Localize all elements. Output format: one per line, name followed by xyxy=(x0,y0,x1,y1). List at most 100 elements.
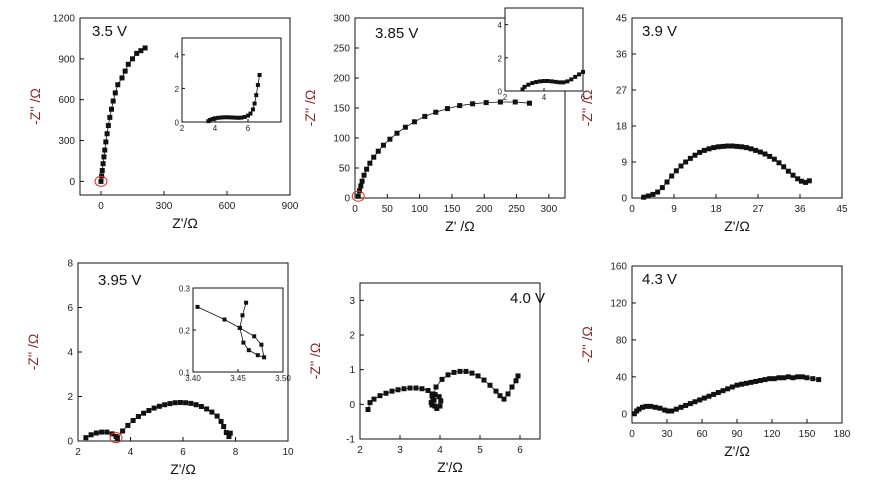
inset-data-point xyxy=(222,317,227,322)
x-tick-label: 8 xyxy=(233,447,239,458)
data-point xyxy=(790,172,796,178)
x-tick-label: 0 xyxy=(98,201,104,212)
data-point xyxy=(389,388,395,394)
data-point xyxy=(413,385,419,391)
data-point xyxy=(361,172,367,178)
data-point xyxy=(430,396,436,402)
data-point xyxy=(364,166,370,172)
data-point xyxy=(141,410,147,416)
inset-data-point xyxy=(195,304,200,309)
y-tick-label: 120 xyxy=(610,298,627,309)
inset-data-point xyxy=(252,334,257,339)
data-point xyxy=(375,148,381,154)
x-tick-label: 36 xyxy=(794,204,806,215)
data-point xyxy=(753,378,759,384)
data-point xyxy=(172,400,178,406)
panel-label: 3.95 V xyxy=(98,272,141,289)
y-tick-label: 0.1 xyxy=(179,369,191,378)
chart-panel-5: 2 3 4 5 6 -1 0 1 2 3 4.0 V Z'/Ω -Z'' /Ω xyxy=(307,282,545,475)
inset-data-point xyxy=(213,116,217,121)
data-point xyxy=(101,154,107,160)
data-point xyxy=(687,155,693,161)
y-tick-label: 50 xyxy=(339,164,351,175)
data-point xyxy=(806,178,812,184)
inset-data-point xyxy=(241,340,246,345)
data-point xyxy=(146,408,152,414)
x-tick-label: 6 xyxy=(581,93,586,102)
data-point xyxy=(739,144,745,150)
data-point xyxy=(438,398,444,404)
data-point xyxy=(475,373,481,379)
x-tick-label: 250 xyxy=(508,204,525,215)
data-point xyxy=(669,408,675,414)
inset-frame xyxy=(504,7,584,92)
inset-data-point xyxy=(226,115,231,120)
data-point xyxy=(380,142,386,148)
data-point xyxy=(725,386,731,392)
y-tick-label: 3 xyxy=(349,296,355,307)
data-point xyxy=(804,375,810,381)
data-point xyxy=(692,399,698,405)
y-tick-label: 0 xyxy=(621,409,627,420)
data-point xyxy=(227,430,233,436)
inset-data-point xyxy=(244,300,249,305)
data-point xyxy=(358,183,364,189)
y-tick-label: 100 xyxy=(333,134,350,145)
data-point xyxy=(720,143,726,149)
data-point xyxy=(394,130,400,136)
inset-data-point xyxy=(255,83,260,88)
x-tick-label: 2 xyxy=(503,93,508,102)
data-point xyxy=(135,414,141,420)
data-point xyxy=(469,370,475,376)
y-axis-label: -Z'' /Ω xyxy=(307,343,323,380)
data-point xyxy=(771,376,777,382)
data-point xyxy=(790,375,796,381)
inset-data-point xyxy=(553,79,558,84)
data-point xyxy=(109,106,114,112)
data-point xyxy=(643,403,649,409)
data-point xyxy=(673,406,679,412)
data-point xyxy=(214,413,220,419)
y-tick-label: 150 xyxy=(333,104,350,115)
data-point xyxy=(444,106,450,112)
data-point xyxy=(509,384,515,390)
x-axis-label: Z'/Ω xyxy=(170,461,196,477)
inset-data-point xyxy=(208,117,213,122)
data-point xyxy=(433,384,439,390)
chart-panel-2: 0 50 100 150 200 250 300 0 50 100 150 200 250 300 3.85… xyxy=(302,7,586,234)
y-axis-label: -Z'' /Ω xyxy=(25,334,41,371)
y-tick-label: 2 xyxy=(175,85,180,94)
data-point xyxy=(706,146,712,152)
data-point xyxy=(493,388,499,394)
x-tick-label: 2 xyxy=(180,124,185,133)
inset-data-point xyxy=(262,355,267,360)
data-point xyxy=(457,103,463,109)
panel-label: 4.3 V xyxy=(642,271,677,288)
data-point xyxy=(433,109,439,115)
x-axis-label: Z'/Ω xyxy=(724,218,750,234)
y-tick-label: 1 xyxy=(349,365,355,376)
data-point xyxy=(104,131,110,137)
data-point xyxy=(125,422,131,428)
inset-data-point xyxy=(545,79,550,84)
data-point xyxy=(483,100,489,106)
data-point xyxy=(470,101,476,107)
y-axis-label: -Z'' /Ω xyxy=(27,88,43,125)
data-point xyxy=(104,429,110,435)
data-point xyxy=(515,373,521,379)
data-point xyxy=(183,400,189,406)
panel-label: 3.85 V xyxy=(375,25,418,42)
data-point xyxy=(401,386,407,392)
data-point xyxy=(734,382,740,388)
y-tick-label: 0 xyxy=(498,88,503,97)
data-point xyxy=(810,376,816,382)
data-point xyxy=(115,82,121,88)
data-point xyxy=(371,154,377,160)
x-tick-label: 27 xyxy=(752,204,764,215)
data-point xyxy=(729,143,735,149)
y-tick-label: 600 xyxy=(58,95,75,106)
data-point xyxy=(402,124,408,130)
y-tick-label: 27 xyxy=(616,86,628,97)
y-tick-label: 8 xyxy=(67,259,73,270)
